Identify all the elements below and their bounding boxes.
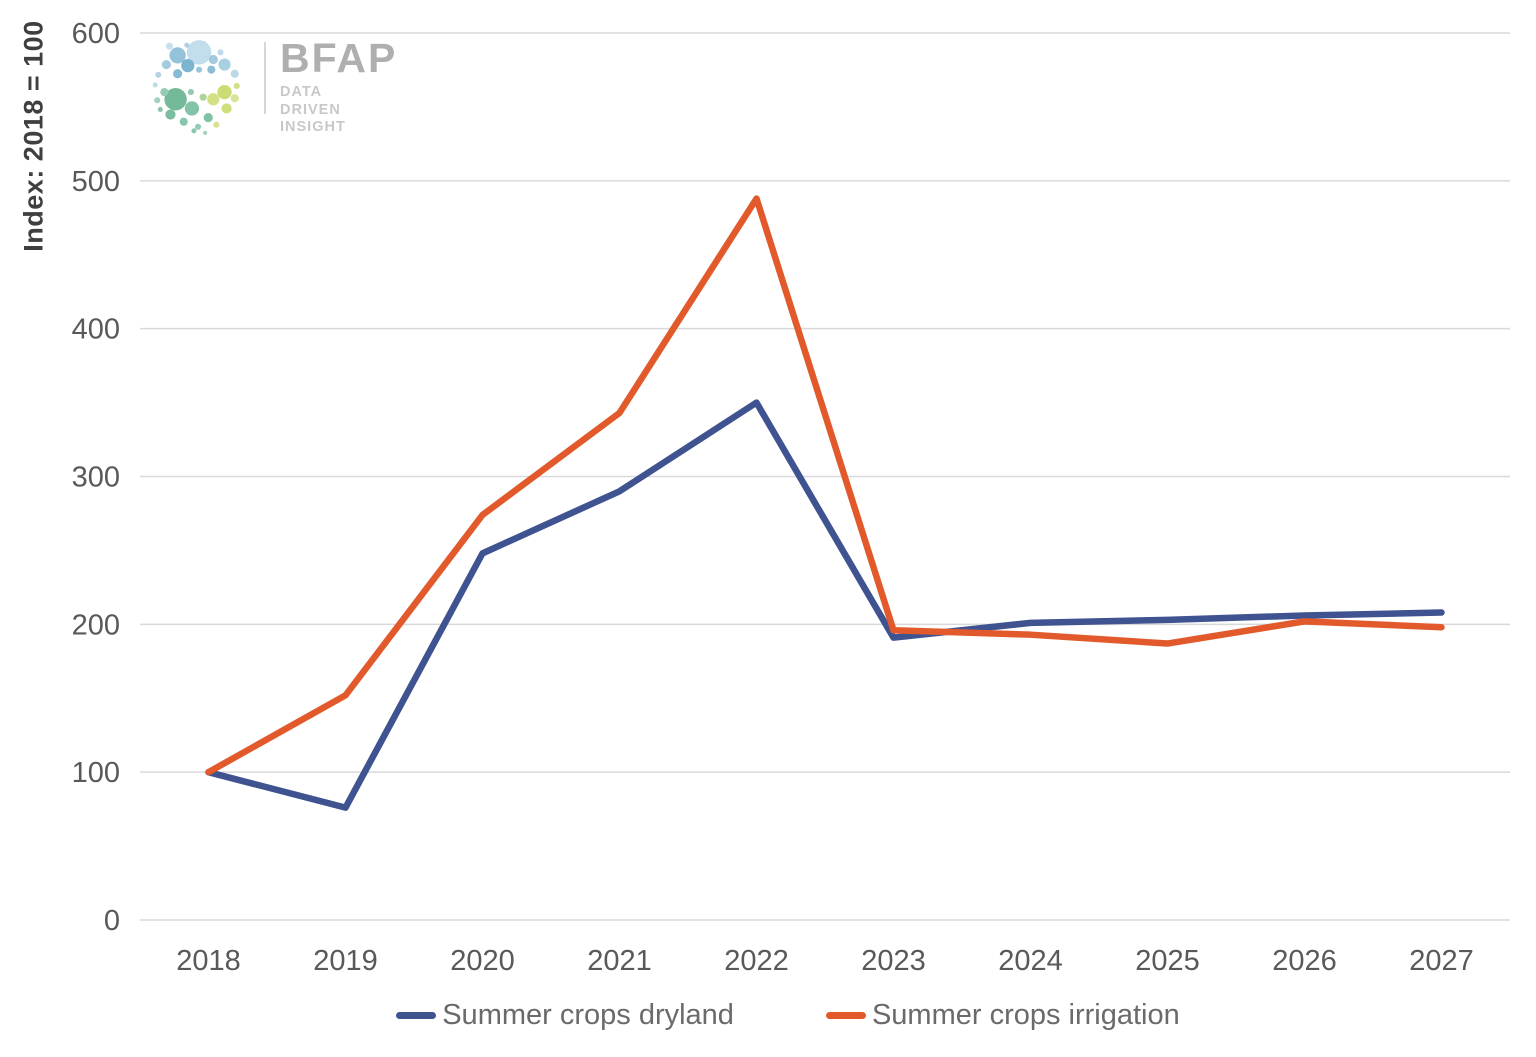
- logo-divider: [264, 42, 266, 114]
- x-tick-label: 2024: [998, 945, 1063, 977]
- x-tick-label: 2019: [313, 945, 378, 977]
- y-tick-label: 600: [72, 18, 120, 50]
- y-tick-label: 200: [72, 609, 120, 641]
- y-tick-label: 400: [72, 314, 120, 346]
- y-tick-label: 300: [72, 462, 120, 494]
- y-tick-label: 0: [104, 905, 120, 937]
- logo-tagline: DATA DRIVEN INSIGHT: [280, 84, 397, 137]
- x-tick-label: 2018: [176, 945, 241, 977]
- x-tick-label: 2027: [1409, 945, 1474, 977]
- legend-label: Summer crops dryland: [442, 999, 734, 1031]
- x-tick-label: 2020: [450, 945, 515, 977]
- y-tick-label: 100: [72, 757, 120, 789]
- x-tick-label: 2023: [861, 945, 926, 977]
- legend-label: Summer crops irrigation: [871, 999, 1180, 1031]
- logo-tagline-line: DATA: [280, 84, 323, 100]
- logo-tagline-line: INSIGHT: [280, 119, 346, 136]
- legend-item: Summer crops irrigation: [825, 999, 1180, 1032]
- bfap-logo: BFAP DATA DRIVEN INSIGHT: [146, 36, 397, 138]
- bfap-globe-icon: [152, 40, 240, 135]
- legend-swatch: [396, 1012, 437, 1019]
- x-tick-label: 2025: [1135, 945, 1200, 977]
- legend-item: Summer crops dryland: [396, 999, 734, 1032]
- y-axis-title: Index: 2018 = 100: [18, 20, 49, 252]
- x-tick-label: 2021: [587, 945, 652, 977]
- x-tick-label: 2022: [724, 945, 789, 977]
- x-tick-label: 2026: [1272, 945, 1337, 977]
- chart-legend: Summer crops dryland Summer crops irrigat…: [40, 999, 1536, 1032]
- legend-swatch: [825, 1012, 866, 1019]
- series-line: [205, 399, 1445, 811]
- y-tick-label: 500: [72, 166, 120, 198]
- logo-tagline-line: DRIVEN: [280, 101, 341, 118]
- logo-wordmark: BFAP: [280, 35, 398, 81]
- series-line: [205, 195, 1445, 776]
- logo-text: BFAP DATA DRIVEN INSIGHT: [280, 36, 397, 137]
